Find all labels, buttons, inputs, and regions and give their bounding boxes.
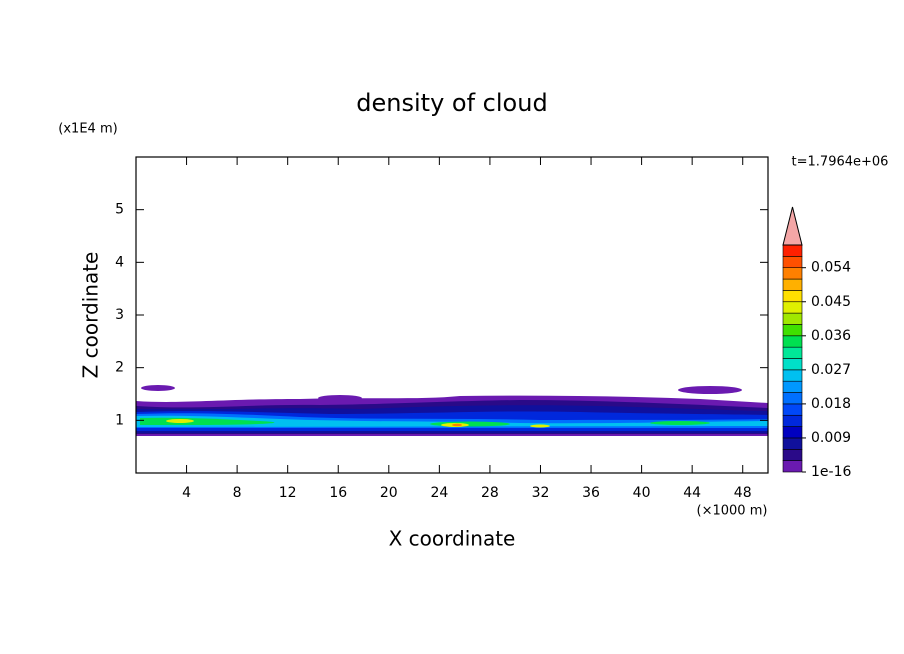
colorbar-tick-label: 0.027 [811,362,851,378]
colorbar-segment [782,460,803,473]
x-tick-label: 32 [532,485,550,501]
colorbar-segment [782,403,803,416]
y-tick-label: 3 [115,307,124,323]
colorbar-segment [782,448,803,461]
x-unit-label: (×1000 m) [697,504,768,519]
x-tick-label: 44 [683,485,701,501]
x-tick-label: 20 [380,485,398,501]
colorbar-segment [782,256,803,269]
x-tick-label: 28 [481,485,499,501]
contour-region [650,421,710,425]
contour-region [678,386,742,394]
colorbar-tick-label: 0.018 [811,396,851,412]
contour-region [136,415,768,427]
colorbar-segment [782,244,803,257]
colorbar-segment [782,437,803,450]
colorbar-segment [782,301,803,314]
colorbar-tick-label: 0.054 [811,260,851,276]
y-tick-label: 1 [115,412,124,428]
colorbar-segment [782,290,803,303]
colorbar-segment [782,267,803,280]
x-tick-label: 36 [582,485,600,501]
colorbar-tick-label: 0.045 [811,294,851,310]
x-tick-label: 24 [430,485,448,501]
y-axis-label: Z coordinate [79,252,103,379]
contour-region [318,395,362,401]
colorbar-segment [782,414,803,427]
contour-region [452,423,462,427]
colorbar-segment [782,312,803,325]
contour-region [141,385,175,391]
x-tick-label: 16 [329,485,347,501]
x-tick-label: 4 [182,485,191,501]
colorbar-segment [782,324,803,337]
colorbar-segment [782,426,803,439]
colorbar-segment [782,369,803,382]
colorbar-segment [782,358,803,371]
colorbar-tick-label: 0.036 [811,328,851,344]
x-tick-label: 12 [279,485,297,501]
colorbar-segment [782,392,803,405]
x-tick-label: 48 [734,485,752,501]
contour-region [430,421,510,427]
contour-region [166,419,194,423]
colorbar-segment [782,346,803,359]
colorbar-segment [782,335,803,348]
y-tick-label: 4 [115,254,124,270]
y-tick-label: 5 [115,202,124,218]
time-label: t=1.7964e+06 [792,155,889,170]
colorbar-segment [782,278,803,291]
colorbar-extension [782,206,803,246]
x-tick-label: 8 [233,485,242,501]
colorbar-tick-label: 1e-16 [811,464,851,480]
x-axis-label: X coordinate [389,527,516,551]
contour-region [530,424,550,428]
x-tick-label: 40 [633,485,651,501]
chart-title: density of cloud [356,89,547,117]
colorbar-tick-label: 0.009 [811,430,851,446]
y-unit-label: (x1E4 m) [58,122,117,137]
y-tick-label: 2 [115,360,124,376]
colorbar-segment [782,380,803,393]
